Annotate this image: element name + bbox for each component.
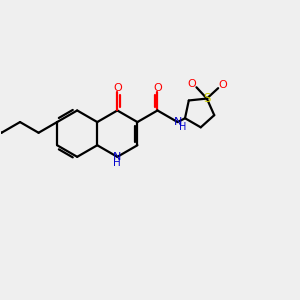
Text: S: S <box>203 92 211 105</box>
Text: O: O <box>188 79 197 89</box>
Text: O: O <box>113 83 122 93</box>
Text: O: O <box>153 83 162 93</box>
Text: H: H <box>113 158 121 168</box>
Text: O: O <box>218 80 227 90</box>
Text: N: N <box>113 152 122 162</box>
Text: H: H <box>179 122 187 132</box>
Text: N: N <box>173 117 182 127</box>
